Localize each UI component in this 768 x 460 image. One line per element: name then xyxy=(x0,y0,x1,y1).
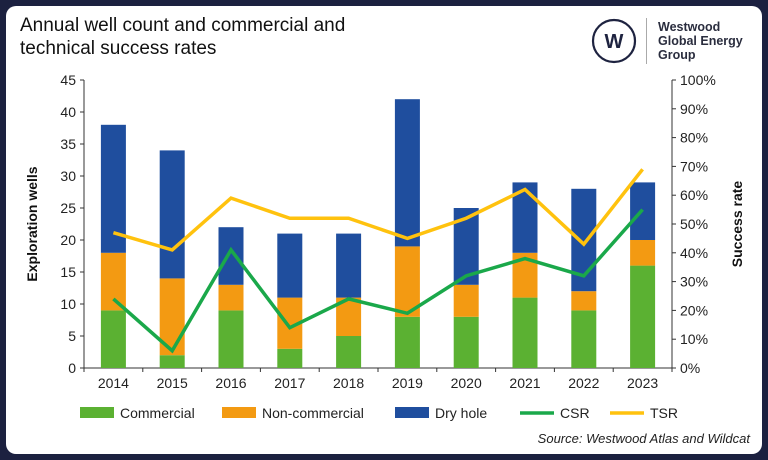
x-tick-label: 2017 xyxy=(274,375,305,391)
bar-commercial xyxy=(630,265,656,368)
bar-non-commercial xyxy=(218,284,244,311)
bar-non-commercial xyxy=(453,284,479,317)
y2-tick-label: 50% xyxy=(680,216,708,232)
x-tick-label: 2020 xyxy=(451,375,482,391)
y2-tick-label: 70% xyxy=(680,158,708,174)
legend-label: CSR xyxy=(560,405,590,421)
legend-swatch xyxy=(80,407,114,418)
y2-tick-label: 40% xyxy=(680,245,708,261)
y-axis-label: Exploration wells xyxy=(24,166,40,281)
y-tick-label: 5 xyxy=(68,328,76,344)
legend-label: Commercial xyxy=(120,405,195,421)
bar-commercial xyxy=(571,310,597,368)
logo-line: Global Energy xyxy=(658,34,743,48)
bar-dry-hole xyxy=(394,99,420,247)
bar-commercial xyxy=(100,310,126,368)
bar-non-commercial xyxy=(630,240,656,266)
legend-swatch xyxy=(395,407,429,418)
bar-commercial xyxy=(277,348,303,368)
y2-tick-label: 10% xyxy=(680,331,708,347)
legend-label: TSR xyxy=(650,405,678,421)
y-tick-label: 15 xyxy=(60,264,76,280)
x-tick-label: 2021 xyxy=(509,375,540,391)
y2-tick-label: 60% xyxy=(680,187,708,203)
x-tick-label: 2014 xyxy=(98,375,129,391)
y2-tick-label: 100% xyxy=(680,72,716,88)
logo-text: Westwood Global Energy Group xyxy=(658,20,743,62)
bar-commercial xyxy=(159,355,185,368)
bar-non-commercial xyxy=(571,291,597,311)
y-tick-label: 40 xyxy=(60,104,76,120)
logo-line: Westwood xyxy=(658,20,721,34)
logo-mark-icon: W xyxy=(591,18,637,64)
bar-commercial xyxy=(394,316,420,368)
legend-label: Non-commercial xyxy=(262,405,364,421)
y2-tick-label: 90% xyxy=(680,101,708,117)
bar-commercial xyxy=(453,316,479,368)
x-tick-label: 2023 xyxy=(627,375,658,391)
y-tick-label: 35 xyxy=(60,136,76,152)
y2-tick-label: 80% xyxy=(680,130,708,146)
bar-non-commercial xyxy=(394,246,420,317)
y-tick-label: 25 xyxy=(60,200,76,216)
bar-commercial xyxy=(512,297,538,368)
line-tsr xyxy=(112,168,644,252)
logo-divider xyxy=(646,18,647,64)
y-tick-label: 10 xyxy=(60,296,76,312)
x-tick-label: 2018 xyxy=(333,375,364,391)
y2-tick-label: 0% xyxy=(680,360,700,376)
y-tick-label: 20 xyxy=(60,232,76,248)
logo-line: Group xyxy=(658,48,696,62)
y-tick-label: 0 xyxy=(68,360,76,376)
legend-swatch xyxy=(222,407,256,418)
bar-non-commercial xyxy=(100,252,126,311)
svg-text:W: W xyxy=(605,31,624,53)
x-tick-label: 2015 xyxy=(157,375,188,391)
source-note: Source: Westwood Atlas and Wildcat xyxy=(537,431,750,446)
bar-commercial xyxy=(218,310,244,368)
x-tick-label: 2016 xyxy=(215,375,246,391)
bar-commercial xyxy=(336,336,362,368)
x-tick-label: 2019 xyxy=(392,375,423,391)
bar-dry-hole xyxy=(218,227,244,285)
y-tick-label: 45 xyxy=(60,72,76,88)
bar-dry-hole xyxy=(100,124,126,253)
bar-dry-hole xyxy=(277,233,303,298)
y-tick-label: 30 xyxy=(60,168,76,184)
y2-tick-label: 20% xyxy=(680,302,708,318)
bar-dry-hole xyxy=(336,233,362,298)
line-csr xyxy=(112,208,644,354)
chart-title: Annual well count and commercial and tec… xyxy=(20,15,346,59)
y2-tick-label: 30% xyxy=(680,274,708,290)
bar-dry-hole xyxy=(159,150,185,279)
westwood-logo: W Westwood Global Energy Group xyxy=(588,16,758,66)
x-tick-label: 2022 xyxy=(568,375,599,391)
legend-label: Dry hole xyxy=(435,405,487,421)
y2-axis-label: Success rate xyxy=(729,181,745,268)
